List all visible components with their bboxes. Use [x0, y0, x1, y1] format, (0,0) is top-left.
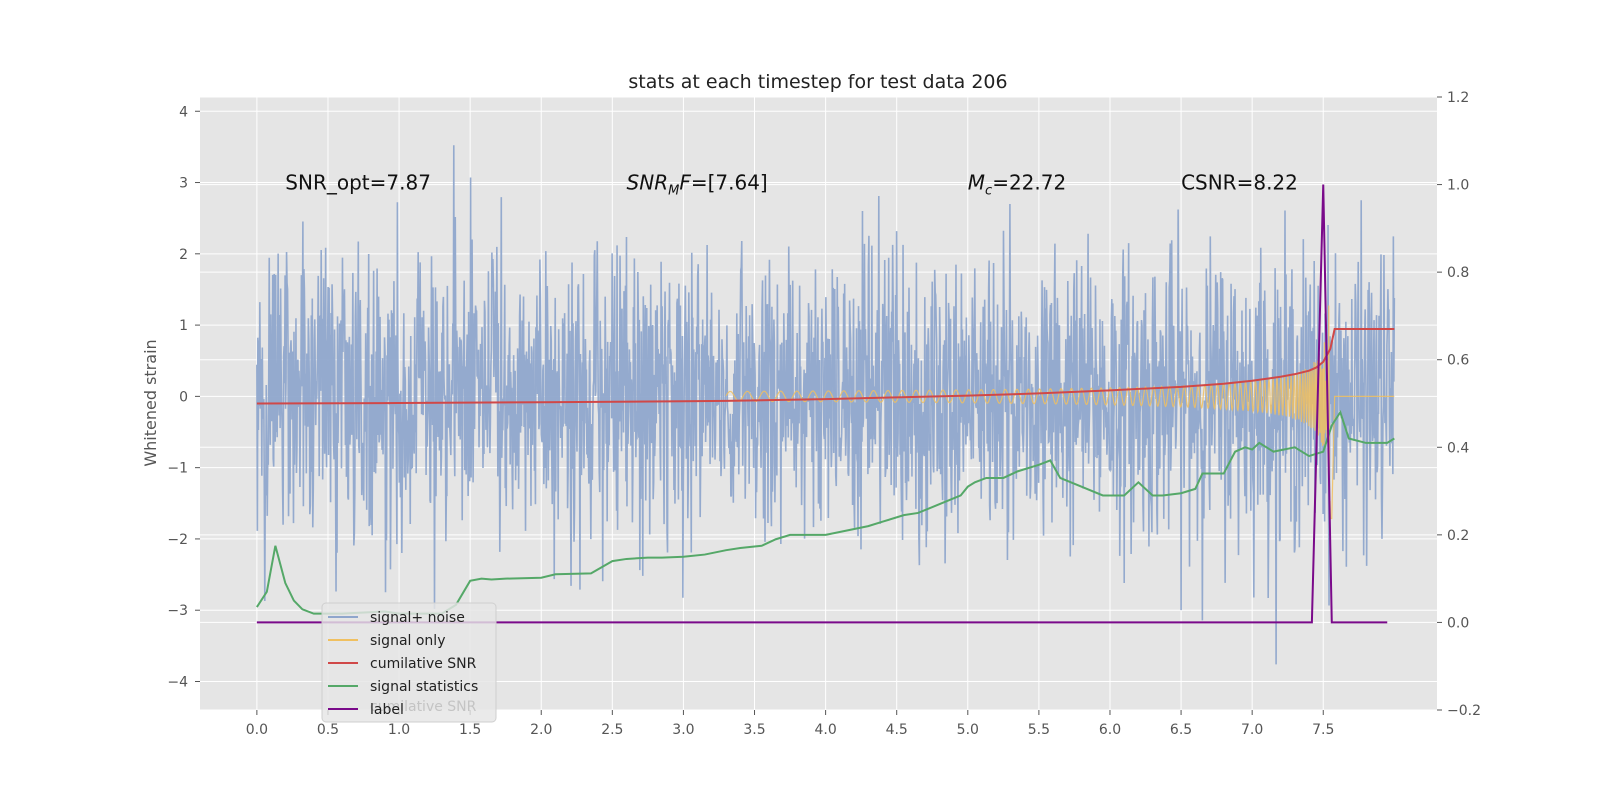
- chart-title: stats at each timestep for test data 206: [628, 71, 1007, 93]
- x-axis-ticks: 0.0 0.5 1.0 1.5 2.0 2.5 3.0 3.5 4.0 4.5 5.0 5.5 6.0 6…: [246, 710, 1334, 738]
- y2-tick-label-7: 1.2: [1447, 90, 1469, 106]
- y2-axis-ticks: −0.2 0.0 0.2 0.4 0.6 0.8 1.0 1.2: [1437, 90, 1481, 719]
- y2-tick-label-0: −0.2: [1447, 703, 1481, 719]
- series-signal-only: [725, 305, 1395, 520]
- line-signal-only: [725, 305, 1395, 520]
- x-tick-label-6: 3.0: [672, 722, 694, 738]
- y-tick-label-5: 1: [179, 318, 188, 334]
- legend-label-3: signal statistics: [370, 679, 478, 695]
- x-tick-label-15: 7.5: [1312, 722, 1334, 738]
- legend: cumilative SNR signal+ noise signal only cu…: [321, 602, 497, 723]
- y2-tick-label-5: 0.8: [1447, 265, 1469, 281]
- legend-box: [321, 602, 497, 723]
- y-tick-label-4: 0: [179, 389, 188, 405]
- y2-tick-label-4: 0.6: [1447, 353, 1469, 369]
- y2-tick-label-2: 0.2: [1447, 528, 1469, 544]
- y2-tick-label-1: 0.0: [1447, 615, 1469, 631]
- line-signal-noise: [256, 145, 1396, 665]
- x-tick-label-1: 0.5: [317, 722, 339, 738]
- line-cumilative-snr: [256, 328, 1395, 405]
- y2-tick-label-3: 0.4: [1447, 440, 1469, 456]
- annotation-snr-opt: SNR_opt=7.87: [285, 171, 431, 195]
- annotations: SNR_opt=7.87 SNRMF=[7.64] Mc=22.72 CSNR=8.2…: [285, 171, 1298, 199]
- y-axis-label: Whitened strain: [141, 339, 160, 466]
- y-tick-label-6: 2: [179, 247, 188, 263]
- x-tick-label-8: 4.0: [814, 722, 836, 738]
- legend-label-4: label: [370, 702, 404, 718]
- legend-ghost-text: cumilative SNR: [370, 699, 477, 715]
- y-tick-label-7: 3: [179, 176, 188, 192]
- annotation-snr-mf: SNRMF=[7.64]: [627, 171, 768, 199]
- x-tick-label-7: 3.5: [743, 722, 765, 738]
- x-tick-label-4: 2.0: [530, 722, 552, 738]
- y-tick-label-3: −1: [167, 461, 188, 477]
- annotation-mc: Mc=22.72: [968, 171, 1066, 199]
- x-tick-label-9: 4.5: [886, 722, 908, 738]
- y-tick-label-0: −4: [167, 674, 188, 690]
- line-label: [256, 184, 1388, 624]
- y-tick-label-8: 4: [179, 104, 188, 120]
- legend-label-2: cumilative SNR: [370, 656, 477, 672]
- x-tick-label-12: 6.0: [1099, 722, 1121, 738]
- y2-tick-label-6: 1.0: [1447, 178, 1469, 194]
- x-tick-label-0: 0.0: [246, 722, 268, 738]
- y-tick-label-2: −2: [167, 532, 188, 548]
- x-tick-label-13: 6.5: [1170, 722, 1192, 738]
- x-tick-label-5: 2.5: [601, 722, 623, 738]
- x-tick-label-14: 7.0: [1241, 722, 1263, 738]
- x-tick-label-10: 5.0: [957, 722, 979, 738]
- legend-label-0: signal+ noise: [370, 610, 465, 626]
- x-tick-label-3: 1.5: [459, 722, 481, 738]
- y-axis-ticks: −4 −3 −2 −1 0 1 2 3 4: [167, 104, 200, 690]
- legend-label-1: signal only: [370, 633, 445, 649]
- y-tick-label-1: −3: [167, 603, 188, 619]
- x-tick-label-2: 1.0: [388, 722, 410, 738]
- x-tick-label-11: 5.5: [1028, 722, 1050, 738]
- annotation-csnr: CSNR=8.22: [1181, 171, 1298, 195]
- series-signal-noise: [256, 145, 1396, 665]
